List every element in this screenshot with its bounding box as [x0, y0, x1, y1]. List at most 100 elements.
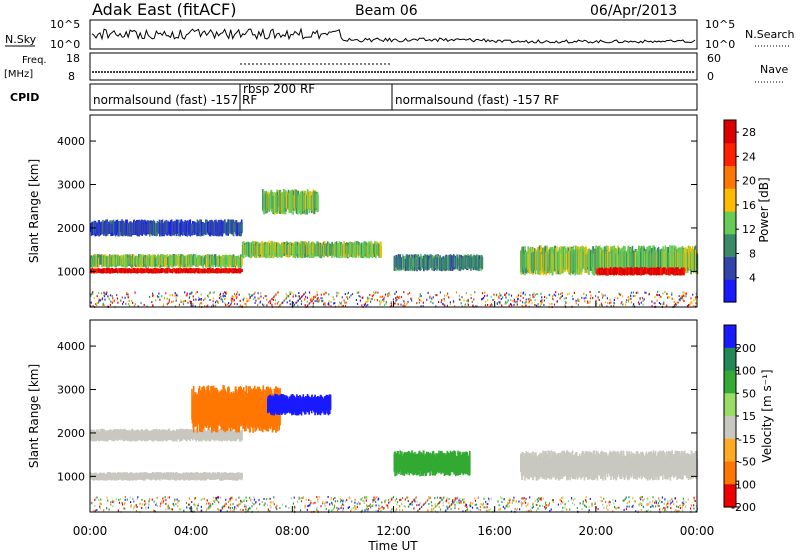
ground-echo [293, 303, 295, 306]
ground-echo [531, 301, 533, 304]
ground-echo [464, 303, 466, 306]
ground-echo [671, 293, 673, 296]
ground-echo [350, 294, 352, 297]
ground-echo [660, 295, 662, 298]
ground-echo [441, 299, 443, 302]
ground-echo [520, 291, 522, 294]
ground-echo [188, 296, 190, 299]
ground-echo [565, 297, 567, 300]
ground-echo [277, 291, 279, 294]
ground-echo [384, 293, 386, 296]
ground-echo [324, 292, 326, 295]
echo-mark [380, 246, 382, 258]
ground-echo [279, 304, 281, 307]
ground-echo [203, 299, 205, 302]
ground-echo [609, 298, 611, 301]
ground-echo [599, 304, 601, 307]
ground-echo [694, 298, 696, 301]
ground-echo [444, 304, 446, 307]
ground-echo [584, 300, 586, 303]
ground-echo [561, 292, 563, 295]
ground-echo [399, 297, 401, 300]
ground-echo [481, 292, 484, 295]
ground-echo [400, 303, 402, 306]
ground-echo [379, 295, 381, 298]
freq-tick-bottom: 8 [68, 70, 75, 83]
ground-echo [98, 300, 100, 303]
ground-echo [506, 301, 508, 304]
ground-echo [610, 305, 612, 308]
ground-echo [372, 294, 374, 297]
ground-echo [563, 297, 565, 300]
ground-echo [551, 302, 553, 305]
freq-tick-top: 18 [66, 52, 80, 65]
ground-echo [589, 290, 591, 293]
ground-echo [186, 294, 188, 297]
ground-echo [204, 297, 206, 300]
ground-echo [359, 295, 361, 298]
ground-echo [199, 303, 201, 306]
ground-echo [209, 299, 211, 301]
ground-echo [596, 302, 598, 305]
ground-echo [249, 294, 251, 297]
nsky-label: N.Sky [5, 33, 37, 46]
ground-echo [289, 303, 291, 306]
ground-echo [430, 300, 432, 303]
colorbar-tick-label: 8 [749, 248, 756, 261]
ground-echo [427, 291, 429, 294]
ground-echo [664, 290, 666, 293]
ground-echo [392, 298, 394, 301]
ground-echo [316, 298, 318, 301]
ground-echo [553, 303, 556, 306]
nave-tick-top: 60 [707, 52, 721, 65]
ground-echo [629, 297, 631, 300]
ground-echo [371, 295, 373, 298]
power-echoes [90, 188, 699, 309]
ground-echo [484, 304, 486, 307]
ground-echo [637, 291, 639, 294]
ground-echo [370, 300, 372, 303]
ground-echo [673, 304, 676, 307]
ground-echo [489, 304, 492, 307]
ground-echo [365, 300, 367, 303]
ground-echo [158, 296, 160, 298]
ground-echo [543, 304, 545, 306]
ground-echo [504, 293, 506, 296]
ground-echo [487, 299, 489, 302]
ground-echo [404, 305, 406, 308]
ground-echo [383, 303, 386, 306]
ground-echo [300, 303, 303, 306]
ground-echo [689, 302, 691, 305]
ground-echo [554, 294, 557, 297]
ground-echo [253, 298, 255, 300]
ground-echo [394, 292, 396, 295]
ground-echo [566, 293, 569, 296]
ground-echo [108, 298, 110, 301]
ground-echo [490, 295, 492, 298]
ground-echo [297, 295, 299, 298]
ground-echo [420, 295, 422, 298]
ground-echo [679, 298, 681, 301]
ground-echo [517, 298, 519, 301]
ground-echo [321, 297, 324, 300]
ground-echo [239, 304, 241, 307]
ground-echo [685, 295, 687, 298]
ground-echo [507, 299, 509, 302]
ground-echo [304, 291, 307, 294]
ground-echo [641, 297, 644, 300]
ground-echo [517, 294, 519, 297]
ground-echo [420, 299, 422, 302]
ground-echo [385, 301, 387, 304]
ground-echo [301, 300, 303, 303]
ground-echo [260, 295, 262, 298]
ground-echo [426, 298, 428, 301]
ground-echo [546, 297, 548, 299]
ground-echo [100, 292, 103, 295]
y-tick-label: 1000 [57, 265, 85, 278]
ground-echo [128, 303, 130, 306]
ground-echo [248, 299, 250, 302]
ground-echo [298, 292, 300, 294]
ground-echo [103, 291, 105, 294]
ground-echo [220, 295, 222, 298]
ground-echo [516, 295, 518, 298]
